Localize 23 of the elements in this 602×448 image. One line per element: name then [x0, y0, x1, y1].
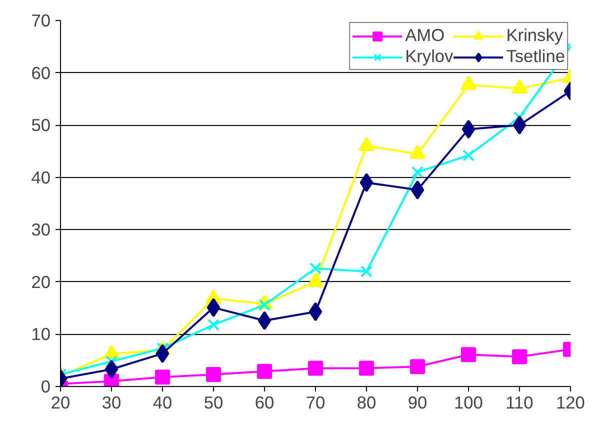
- y-tick-label: 40: [31, 167, 51, 188]
- y-tick-label: 30: [31, 220, 51, 240]
- x-tick-label: 120: [556, 392, 585, 412]
- y-tick-label: 70: [31, 10, 51, 30]
- x-tick-label: 80: [356, 392, 376, 412]
- x-tick-label: 100: [454, 392, 483, 412]
- y-tick-label: 60: [31, 62, 51, 83]
- x-tick-label: 50: [204, 392, 224, 412]
- x-tick-label: 20: [50, 392, 70, 412]
- y-tick-label: 10: [31, 324, 51, 344]
- x-tick-label: 110: [506, 392, 534, 412]
- legend-label: Krylov: [405, 46, 454, 67]
- y-tick-label: 20: [31, 272, 51, 292]
- x-tick-label: 30: [102, 392, 122, 412]
- y-tick-label: 0: [40, 376, 51, 396]
- x-tick-label: 70: [306, 392, 326, 412]
- x-tick-label: 90: [408, 392, 428, 412]
- x-tick-label: 40: [152, 392, 172, 412]
- legend-label: Krinsky: [506, 25, 564, 46]
- x-tick-label: 60: [254, 392, 274, 412]
- y-tick-label: 50: [31, 115, 51, 136]
- legend-label: AMO: [405, 25, 445, 46]
- legend-label: Tsetline: [506, 46, 565, 67]
